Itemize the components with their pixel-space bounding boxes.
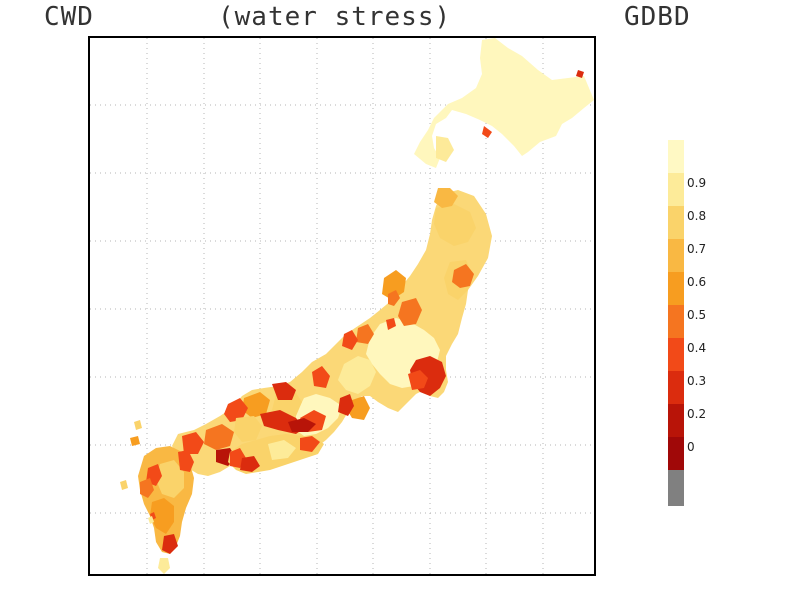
honshu-region xyxy=(172,188,492,476)
legend-swatch xyxy=(668,239,684,275)
legend-label: 0.9 xyxy=(687,176,707,190)
legend-label: 0.5 xyxy=(687,308,707,322)
map-title: (water stress) xyxy=(218,2,452,32)
legend-swatch xyxy=(668,470,684,506)
shikoku-region xyxy=(228,434,324,474)
kyushu-region xyxy=(138,446,194,574)
small-islands xyxy=(120,420,156,524)
right-title: GDBD xyxy=(624,2,691,32)
legend-swatch xyxy=(668,338,684,374)
legend-swatch xyxy=(668,173,684,209)
legend-swatch xyxy=(668,206,684,242)
legend-label: 0.2 xyxy=(687,407,707,421)
legend-label: 0 xyxy=(687,440,695,454)
left-title: CWD xyxy=(44,2,94,32)
legend-label: 0.8 xyxy=(687,209,707,223)
legend-swatch xyxy=(668,140,684,176)
sado-island xyxy=(388,290,400,306)
legend-swatch xyxy=(668,305,684,341)
legend-swatch xyxy=(668,437,684,473)
hokkaido-region xyxy=(414,38,594,168)
legend-label: 0.6 xyxy=(687,275,707,289)
map-panel xyxy=(88,36,596,576)
japan-map xyxy=(90,38,594,574)
legend-swatch xyxy=(668,371,684,407)
legend-label: 0.3 xyxy=(687,374,707,388)
color-legend: 0.9 0.8 0.7 0.6 0.5 0.4 0.3 0.2 0 xyxy=(668,140,778,506)
legend-label: 0.7 xyxy=(687,242,707,256)
legend-swatch xyxy=(668,272,684,308)
legend-swatch xyxy=(668,404,684,440)
legend-label: 0.4 xyxy=(687,341,707,355)
